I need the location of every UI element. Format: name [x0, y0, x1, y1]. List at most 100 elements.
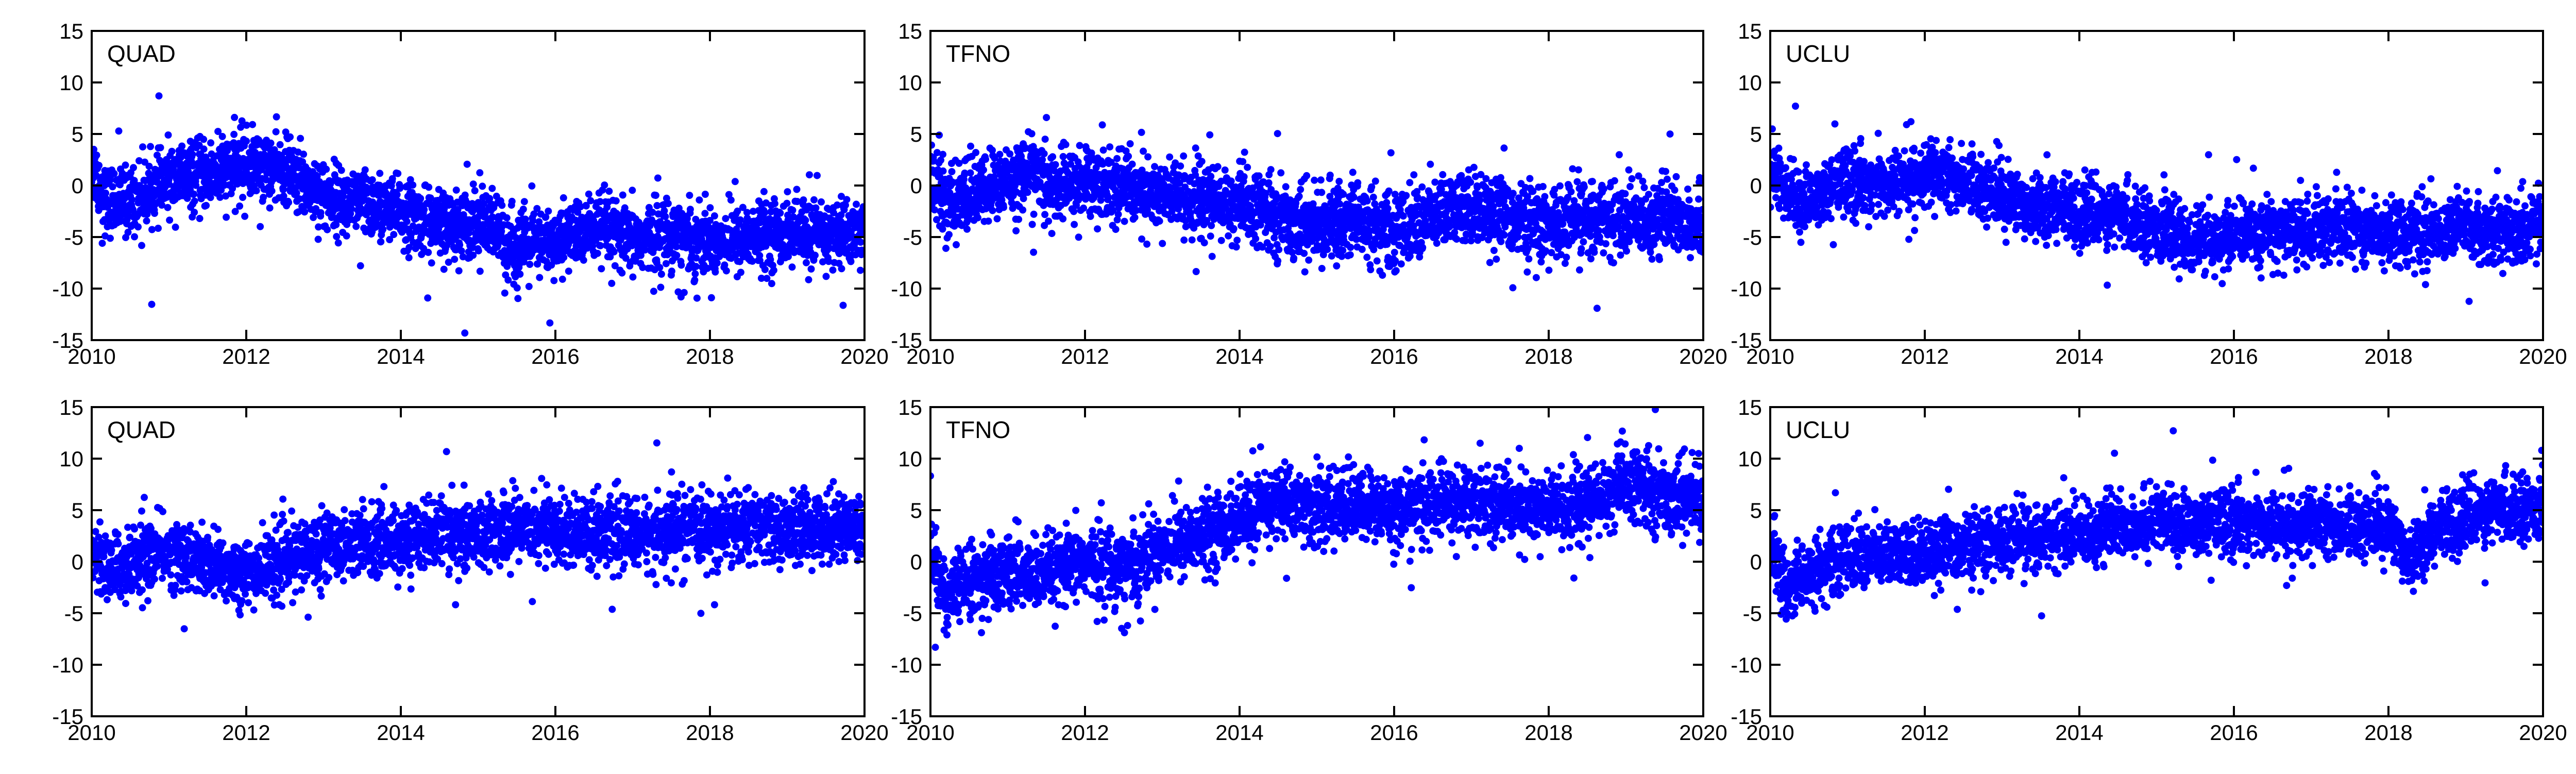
data-point — [1391, 248, 1398, 256]
data-point — [1180, 152, 1188, 160]
data-point — [409, 181, 417, 189]
data-point — [1199, 182, 1207, 190]
data-point — [549, 230, 556, 238]
data-point — [200, 136, 208, 143]
data-point — [503, 214, 511, 222]
data-point — [386, 236, 394, 243]
data-point — [1188, 236, 1196, 244]
data-point — [1318, 265, 1326, 272]
data-point — [1311, 176, 1318, 184]
data-point — [1267, 186, 1275, 193]
data-point — [1198, 158, 1206, 165]
data-point — [857, 266, 864, 274]
data-point — [1011, 181, 1019, 189]
data-point — [756, 219, 764, 227]
data-point — [107, 234, 114, 242]
data-point — [1182, 223, 1190, 230]
data-point — [1144, 153, 1152, 161]
data-point — [270, 146, 278, 154]
data-point — [749, 257, 756, 265]
data-point — [710, 212, 718, 220]
data-point — [1166, 153, 1174, 161]
data-point — [706, 204, 714, 212]
data-point — [1369, 193, 1377, 201]
data-point — [93, 152, 100, 159]
data-point — [629, 187, 636, 194]
data-point — [158, 201, 165, 209]
data-point — [294, 148, 302, 156]
data-point — [376, 181, 383, 189]
data-point — [1192, 268, 1200, 275]
data-point — [390, 231, 398, 239]
data-point — [989, 207, 996, 214]
data-point — [241, 212, 249, 220]
data-point — [1227, 177, 1235, 185]
data-point — [528, 182, 536, 190]
data-point — [508, 197, 516, 205]
data-point — [417, 195, 425, 203]
data-point — [657, 283, 665, 291]
data-point — [166, 216, 174, 224]
data-point — [501, 289, 509, 297]
data-point — [982, 156, 989, 163]
data-point — [1113, 155, 1121, 162]
data-point — [1324, 246, 1331, 254]
data-point — [1277, 169, 1285, 177]
data-point — [1019, 206, 1027, 214]
data-point — [139, 143, 146, 151]
data-point — [297, 134, 304, 142]
data-point — [802, 216, 809, 224]
data-point — [348, 205, 355, 213]
data-point — [1300, 249, 1308, 257]
data-point — [722, 215, 730, 223]
data-point — [393, 191, 401, 198]
data-point — [95, 162, 103, 169]
data-point — [939, 150, 946, 158]
x-tick-label: 2010 — [67, 344, 115, 368]
data-point — [1346, 251, 1354, 259]
data-point — [1267, 166, 1275, 174]
data-point — [934, 149, 941, 157]
data-point — [1303, 172, 1311, 179]
data-point — [529, 217, 537, 225]
data-points — [930, 114, 1703, 312]
data-point — [202, 201, 210, 209]
data-point — [693, 294, 701, 302]
data-point — [967, 169, 974, 177]
data-point — [1255, 172, 1263, 180]
data-point — [452, 186, 460, 194]
data-point — [394, 170, 402, 177]
data-point — [1349, 169, 1357, 176]
data-point — [961, 170, 969, 177]
data-point — [300, 150, 308, 158]
data-point — [238, 117, 246, 125]
data-point — [991, 155, 998, 162]
panel-tfno-top: 2010 2012 2014 2016 2018 2020151050-5-10-15TF… — [891, 19, 1727, 368]
data-point — [1387, 149, 1395, 157]
data-point — [1159, 240, 1166, 247]
data-point — [1076, 142, 1083, 149]
data-point — [427, 194, 434, 202]
data-point — [405, 244, 413, 251]
data-point — [276, 141, 284, 148]
data-point — [1233, 237, 1241, 244]
data-point — [1107, 158, 1115, 166]
data-point — [272, 128, 280, 136]
data-point — [1413, 188, 1421, 195]
data-point — [428, 259, 435, 267]
data-point — [1326, 193, 1334, 200]
data-point — [946, 189, 954, 197]
data-point — [1239, 158, 1247, 165]
data-point — [301, 208, 309, 216]
data-point — [664, 251, 671, 259]
data-point — [696, 196, 703, 204]
data-point — [677, 261, 685, 269]
data-point — [548, 261, 555, 269]
data-point — [403, 217, 411, 225]
data-point — [1354, 179, 1362, 187]
data-point — [574, 208, 582, 216]
data-point — [942, 244, 950, 252]
data-point — [1187, 209, 1194, 217]
data-point — [810, 196, 818, 204]
data-point — [243, 122, 250, 129]
